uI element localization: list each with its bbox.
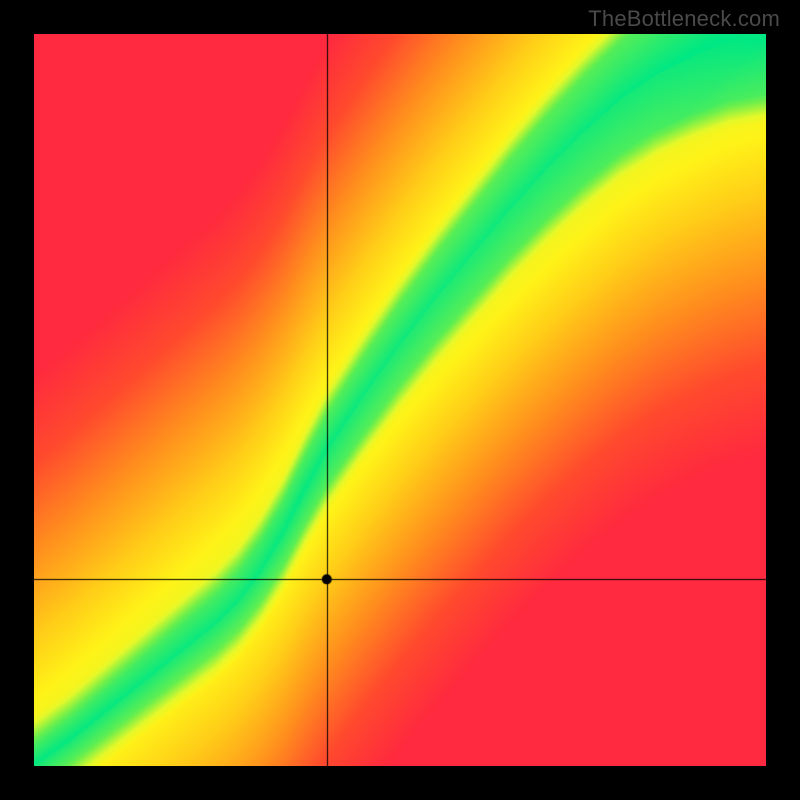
- watermark-text: TheBottleneck.com: [588, 6, 780, 32]
- chart-stage: TheBottleneck.com: [0, 0, 800, 800]
- heatmap-frame: [34, 34, 766, 766]
- bottleneck-heatmap: [34, 34, 766, 766]
